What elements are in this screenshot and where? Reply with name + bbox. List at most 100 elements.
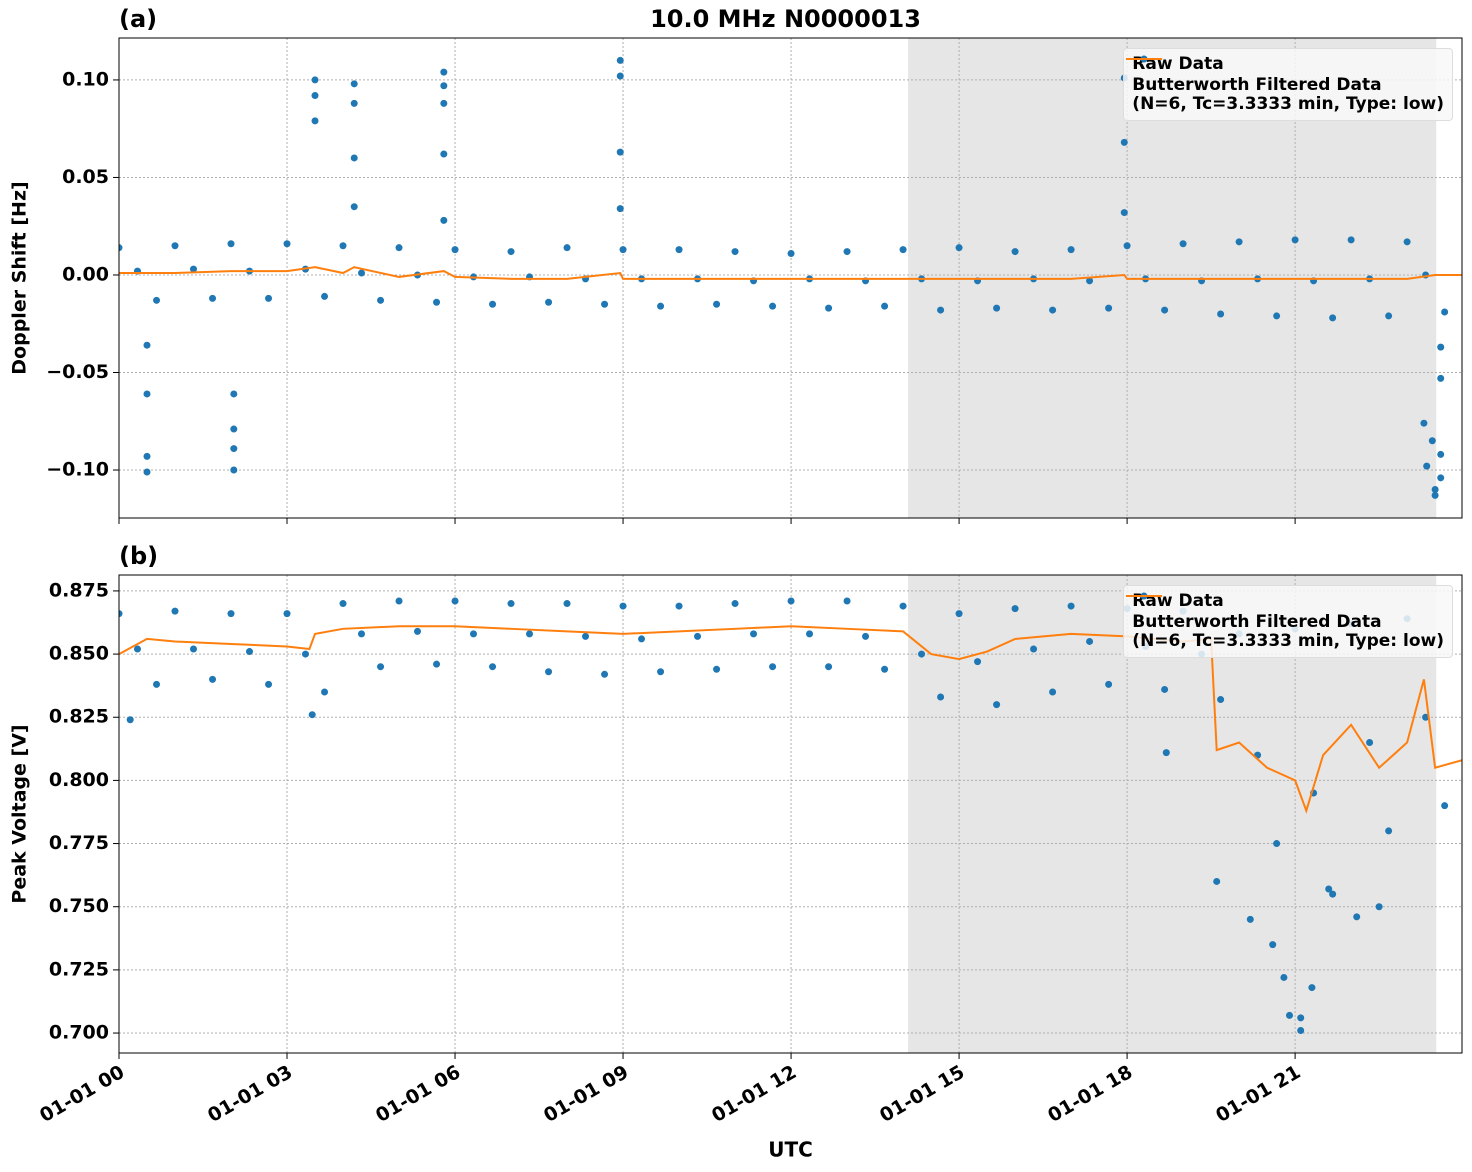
raw-point — [350, 154, 358, 162]
raw-point — [189, 265, 197, 273]
raw-point — [311, 117, 319, 125]
raw-point — [769, 663, 777, 671]
legend: Raw Data Butterworth Filtered Data (N=6, … — [1123, 48, 1453, 121]
y-tick-label: 0.775 — [49, 832, 109, 854]
raw-point — [1308, 984, 1316, 992]
raw-point — [230, 390, 238, 398]
raw-point — [694, 632, 702, 640]
x-tick-label: 01-01 15 — [876, 1061, 968, 1127]
y-tick-label: 0.825 — [49, 706, 109, 728]
raw-point — [153, 296, 161, 304]
y-tick-label: 0.850 — [49, 643, 109, 665]
raw-point — [616, 72, 624, 80]
raw-point — [601, 300, 609, 308]
raw-point — [675, 246, 683, 254]
raw-point — [1067, 246, 1075, 254]
raw-point — [731, 248, 739, 256]
raw-point — [601, 670, 609, 678]
raw-point — [731, 600, 739, 608]
legend-entry: Raw Data — [1132, 55, 1444, 74]
raw-point — [825, 304, 833, 312]
legend-key — [1126, 58, 1163, 60]
raw-point — [377, 663, 385, 671]
raw-point — [265, 680, 273, 688]
raw-point — [153, 680, 161, 688]
raw-point — [619, 602, 627, 610]
legend-label: Butterworth Filtered Data (N=6, Tc=3.333… — [1132, 612, 1444, 651]
raw-point — [675, 602, 683, 610]
x-tick-label: 01-01 21 — [1212, 1061, 1304, 1127]
raw-point — [339, 242, 347, 250]
raw-point — [1353, 913, 1361, 921]
raw-point — [937, 693, 945, 701]
y-tick-label: 0.00 — [62, 263, 109, 285]
raw-point — [1423, 462, 1431, 470]
y-tick-label: 0.725 — [49, 958, 109, 980]
raw-point — [358, 269, 366, 277]
raw-point — [230, 445, 238, 453]
raw-point — [1329, 314, 1337, 322]
raw-point — [1120, 138, 1128, 146]
y-tick-label: 0.800 — [49, 769, 109, 791]
y-tick-label: 0.05 — [62, 166, 109, 188]
legend-entry: Butterworth Filtered Data (N=6, Tc=3.333… — [1126, 58, 1444, 114]
filtered-line — [119, 266, 1462, 280]
x-tick-label: 01-01 03 — [204, 1061, 296, 1127]
x-tick-label: 01-01 06 — [372, 1061, 464, 1127]
raw-point — [1437, 450, 1445, 458]
raw-point — [470, 630, 478, 638]
raw-point — [119, 244, 123, 252]
y-tick-label: 0.750 — [49, 895, 109, 917]
y-axis-label: Peak Voltage [V] — [9, 724, 31, 903]
raw-point — [440, 82, 448, 90]
raw-point — [350, 99, 358, 107]
x-tick-label: 01-01 00 — [36, 1061, 128, 1127]
raw-point — [1437, 474, 1445, 482]
raw-point — [1162, 749, 1170, 757]
raw-point — [308, 711, 316, 719]
raw-point — [1235, 238, 1243, 246]
raw-point — [227, 610, 235, 618]
filtered-line — [119, 625, 1462, 814]
raw-point — [171, 607, 179, 615]
raw-point — [657, 302, 665, 310]
raw-point — [993, 304, 1001, 312]
chart-title: 10.0 MHz N0000013 — [650, 5, 921, 33]
raw-point — [563, 600, 571, 608]
raw-point — [339, 600, 347, 608]
raw-point — [350, 203, 358, 211]
raw-point — [171, 242, 179, 250]
raw-point — [1437, 374, 1445, 382]
raw-point — [545, 668, 553, 676]
raw-point — [1403, 238, 1411, 246]
raw-point — [955, 610, 963, 618]
raw-point — [1280, 973, 1288, 981]
raw-point — [955, 244, 963, 252]
raw-point — [301, 650, 309, 658]
raw-point — [616, 205, 624, 213]
y-tick-label: −0.10 — [46, 459, 109, 481]
axes-frame — [118, 37, 1463, 519]
raw-point — [1120, 209, 1128, 217]
raw-point — [358, 630, 366, 638]
raw-point — [1441, 308, 1449, 316]
raw-point — [133, 645, 141, 653]
raw-point — [230, 466, 238, 474]
raw-point — [507, 600, 515, 608]
raw-point — [638, 635, 646, 643]
raw-point — [1269, 941, 1277, 949]
raw-point — [1123, 242, 1131, 250]
raw-point — [1179, 240, 1187, 248]
raw-point — [489, 300, 497, 308]
raw-point — [265, 294, 273, 302]
raw-point — [1161, 306, 1169, 314]
raw-point — [1067, 602, 1075, 610]
raw-point — [1273, 312, 1281, 320]
legend-entry: Raw Data — [1132, 592, 1444, 611]
legend-entry: Butterworth Filtered Data (N=6, Tc=3.333… — [1126, 595, 1444, 651]
x-tick-label: 01-01 12 — [708, 1061, 800, 1127]
y-axis-label: Doppler Shift [Hz] — [9, 181, 31, 374]
raw-point — [451, 246, 459, 254]
raw-point — [1297, 1014, 1305, 1022]
panel-label: (b) — [119, 542, 158, 570]
